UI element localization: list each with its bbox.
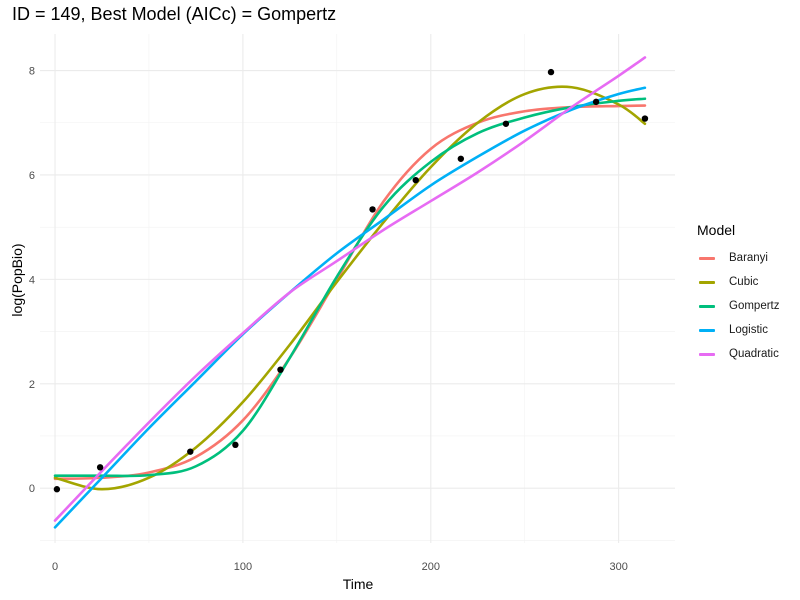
- legend-item-logistic: Logistic: [697, 318, 780, 342]
- data-point: [53, 486, 61, 493]
- legend-key: [699, 280, 715, 284]
- y-tick-label: 2: [29, 379, 35, 391]
- chart-title: ID = 149, Best Model (AICc) = Gompertz: [12, 4, 337, 24]
- legend-label: Quadratic: [729, 348, 779, 360]
- series-line-baranyi: [53, 104, 647, 481]
- legend-label: Logistic: [729, 324, 768, 336]
- legend-item-gompertz: Gompertz: [697, 294, 780, 318]
- series-line-cubic: [53, 85, 647, 491]
- legend-key: [699, 328, 715, 332]
- tick-labels: 0 100 200 300 0 2 4 6 8: [29, 66, 628, 573]
- legend: Model Baranyi Cubic Gompertz Logistic Quadra…: [697, 222, 780, 366]
- grid: [40, 34, 675, 543]
- legend-item-cubic: Cubic: [697, 270, 780, 294]
- legend-key: [699, 304, 715, 308]
- y-tick-label: 8: [29, 66, 35, 78]
- x-tick-label: 100: [234, 561, 252, 573]
- x-tick-label: 200: [422, 561, 440, 573]
- legend-label: Baranyi: [729, 252, 768, 264]
- series-line-logistic: [53, 86, 647, 529]
- series-lines: [53, 56, 647, 529]
- data-point: [592, 98, 600, 106]
- legend-item-quadratic: Quadratic: [697, 342, 780, 366]
- legend-key: [699, 256, 715, 260]
- legend-items: Baranyi Cubic Gompertz Logistic Quadratic: [697, 246, 780, 366]
- data-point: [412, 176, 419, 184]
- data-point: [547, 68, 555, 76]
- series-line-gompertz: [53, 97, 647, 478]
- data-point: [277, 366, 284, 373]
- series-line-quadratic: [53, 56, 647, 522]
- y-axis-label: log(PopBio): [9, 243, 25, 316]
- data-points: [53, 68, 649, 493]
- y-tick-label: 0: [29, 483, 35, 495]
- y-tick-label: 6: [29, 170, 35, 182]
- legend-label: Gompertz: [729, 300, 780, 312]
- data-point: [96, 464, 104, 471]
- data-point: [641, 115, 649, 122]
- x-axis-label: Time: [343, 576, 374, 592]
- data-point: [187, 448, 194, 455]
- legend-item-baranyi: Baranyi: [697, 246, 780, 270]
- y-tick-label: 4: [29, 274, 35, 286]
- data-point: [457, 155, 465, 162]
- legend-key: [699, 352, 715, 356]
- x-tick-label: 0: [52, 561, 58, 573]
- data-point: [502, 120, 510, 127]
- legend-label: Cubic: [729, 276, 759, 288]
- x-tick-label: 300: [609, 561, 627, 573]
- data-point: [369, 206, 376, 213]
- legend-title: Model: [697, 222, 736, 238]
- data-point: [232, 441, 239, 449]
